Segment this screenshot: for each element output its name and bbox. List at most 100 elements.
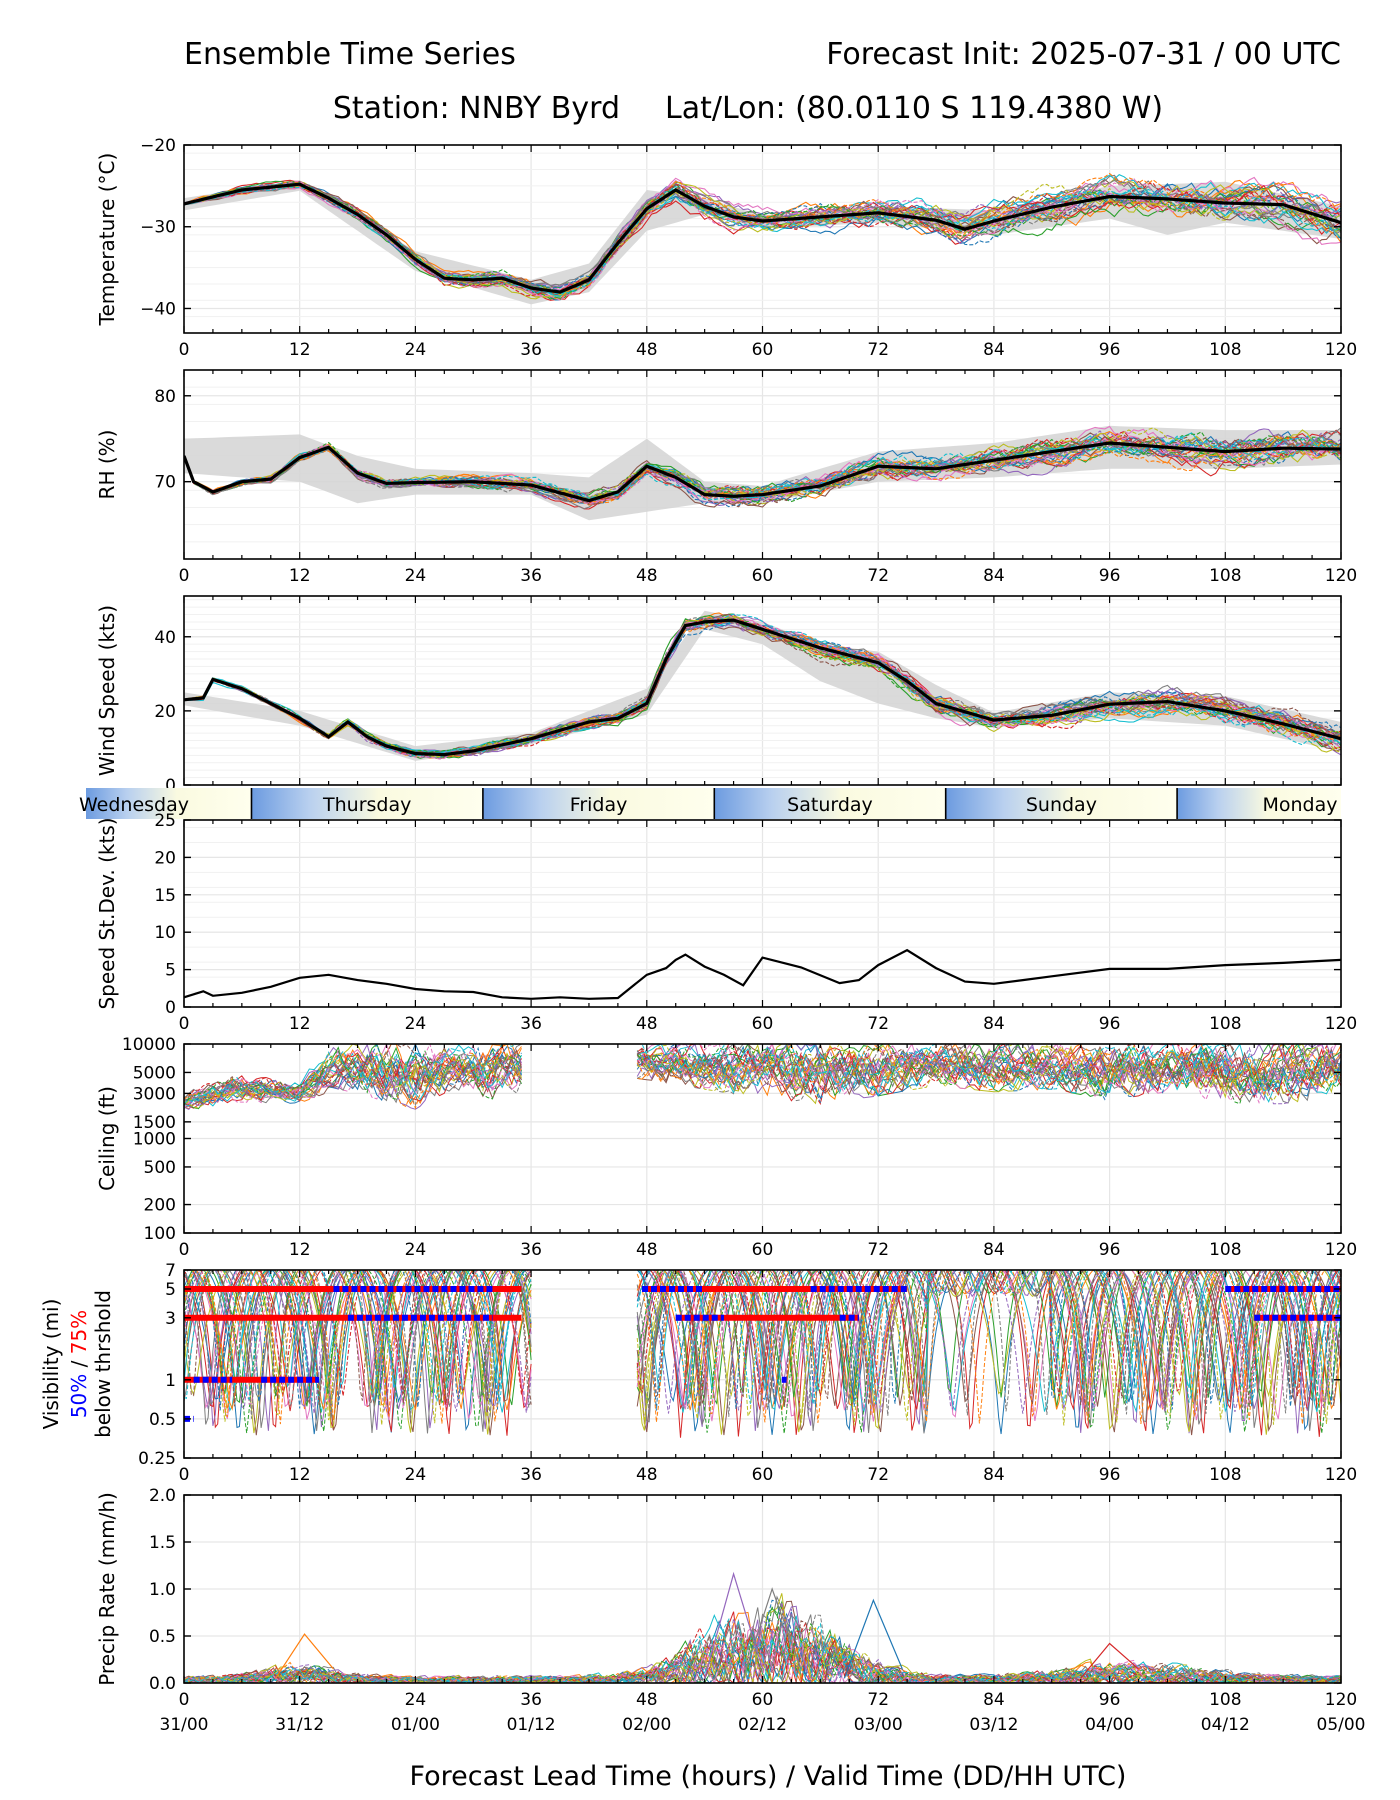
valid-time-label: 05/00: [1317, 1715, 1366, 1735]
y-axis-label: RH (%): [95, 430, 119, 500]
x-tick-label: 0: [179, 1240, 190, 1260]
valid-time-label: 01/00: [391, 1715, 440, 1735]
plot-area: [184, 1571, 1341, 1683]
valid-time-label: 02/00: [622, 1715, 671, 1735]
x-tick-label: 48: [636, 566, 658, 586]
x-tick-label: 84: [983, 1465, 1005, 1485]
ensemble-member-line: [184, 435, 1341, 505]
ceiling-member-line: [184, 1044, 1341, 1106]
visibility-panel: 75 3 1 0.5 0.250 12 24 36 48 60 72 84 96 108 120 Visibi…: [39, 1261, 1357, 1485]
day-segment: [945, 788, 1178, 819]
x-tick-label: 60: [752, 566, 774, 586]
x-tick-label: 60: [752, 1690, 774, 1710]
x-tick-label: 120: [1325, 1240, 1357, 1260]
precip-member-line: [184, 1626, 1341, 1683]
x-tick-label: 120: [1325, 1690, 1357, 1710]
figure-title: Ensemble Time Series: [184, 37, 516, 72]
x-tick-label: 84: [983, 566, 1005, 586]
x-tick-label: 24: [405, 1690, 427, 1710]
y-tick-label: 15: [154, 886, 176, 906]
y-tick-label: 80: [154, 387, 176, 407]
x-tick-label: 24: [405, 1465, 427, 1485]
x-tick-label: 12: [289, 566, 311, 586]
y-tick-label: 1000: [133, 1130, 176, 1150]
day-segment: [251, 788, 483, 819]
visibility-member-line: [184, 1270, 1341, 1434]
day-label-sunday: Sunday: [1026, 794, 1097, 816]
x-tick-label: 96: [1099, 340, 1121, 360]
x-tick-label: 108: [1209, 1240, 1241, 1260]
precip-peak: [742, 1587, 802, 1679]
station-latlon: Lat/Lon: (80.0110 S 119.4380 W): [665, 91, 1163, 126]
day-label-wednesday: Wednesday: [79, 794, 189, 816]
x-tick-label: 48: [636, 1465, 658, 1485]
precip-member-line: [184, 1602, 1341, 1683]
precip-member-line: [184, 1620, 1341, 1683]
x-tick-label: 72: [867, 1465, 889, 1485]
day-label-saturday: Saturday: [787, 794, 873, 816]
x-tick-label: 96: [1099, 1690, 1121, 1710]
y-tick-label: 200: [144, 1196, 176, 1216]
y-tick-label: 0: [165, 776, 176, 796]
precip-member-line: [184, 1617, 1341, 1683]
x-tick-label: 96: [1099, 1240, 1121, 1260]
plot-area: [184, 425, 1341, 521]
x-tick-label: 36: [520, 1240, 542, 1260]
x-tick-label: 72: [867, 1690, 889, 1710]
ceiling-member-line: [184, 1044, 1341, 1109]
x-tick-label: 96: [1099, 1014, 1121, 1034]
y-axis-label: Temperature (°C): [95, 153, 119, 327]
forecast-init: Forecast Init: 2025-07-31 / 00 UTC: [826, 37, 1341, 72]
x-tick-label: 60: [752, 1240, 774, 1260]
valid-time-label: 03/00: [854, 1715, 903, 1735]
x-tick-label: 48: [636, 340, 658, 360]
y-tick-label: 20: [154, 848, 176, 868]
ensemble-member-line: [184, 184, 1341, 291]
ensemble-mean-line: [184, 182, 1341, 294]
ensemble-member-line: [184, 174, 1341, 298]
x-tick-label: 120: [1325, 340, 1357, 360]
x-tick-label: 36: [520, 1690, 542, 1710]
y-tick-label: 70: [154, 473, 176, 493]
day-label-thursday: Thursday: [322, 794, 411, 816]
valid-time-label: 04/00: [1085, 1715, 1134, 1735]
ensemble-member-line: [184, 615, 1341, 757]
day-segment: [1177, 788, 1341, 819]
ensemble-member-line: [184, 430, 1341, 503]
x-tick-label: 36: [520, 1014, 542, 1034]
x-tick-label: 12: [289, 340, 311, 360]
x-tick-label: 96: [1099, 1465, 1121, 1485]
y-tick-label: 2.0: [149, 1486, 176, 1506]
y-tick-label: 0.0: [149, 1674, 176, 1694]
x-tick-label: 108: [1209, 1465, 1241, 1485]
x-tick-label: 0: [179, 1014, 190, 1034]
x-tick-label: 48: [636, 1240, 658, 1260]
y-tick-label: 0.5: [149, 1410, 176, 1430]
y-tick-label: −40: [140, 299, 176, 319]
y-tick-label: 40: [154, 628, 176, 648]
rh-panel: 80 70 0 12 24 36 48 60 72 84 96 108 120 RH (%): [95, 369, 1357, 586]
speed-stdev-panel: 25 20 15 10 5 00 12 24 36 48 60 72 84 96 108 120 Speed S…: [95, 811, 1357, 1034]
y-tick-label: −20: [140, 136, 176, 156]
y-axis-label-sub: below thrshold: [91, 1290, 115, 1438]
x-tick-label: 120: [1325, 1465, 1357, 1485]
valid-time-label: 04/12: [1201, 1715, 1250, 1735]
x-tick-label: 12: [289, 1014, 311, 1034]
y-tick-label: 0: [165, 998, 176, 1018]
precip-peak: [843, 1598, 903, 1679]
y-tick-label: 1.5: [149, 1533, 176, 1553]
precip-panel: 2.0 1.5 1.0 0.5 0.00 12 24 36 48 60 72 84 96 108 120 Pr…: [95, 1486, 1357, 1710]
valid-time-label: 01/12: [507, 1715, 556, 1735]
y-tick-label: 1.0: [149, 1580, 176, 1600]
visibility-member-line: [184, 1270, 1341, 1419]
precip-member-line: [184, 1613, 1341, 1683]
x-tick-label: 48: [636, 1690, 658, 1710]
ceiling-member-line: [184, 1044, 1341, 1107]
day-band: Wednesday Thursday Friday Saturday Sunday Mon…: [79, 788, 1341, 819]
day-segment: [714, 788, 946, 819]
x-tick-label: 96: [1099, 566, 1121, 586]
x-tick-label: 72: [867, 1014, 889, 1034]
y-tick-label: 7: [165, 1261, 176, 1281]
valid-time-label: 02/12: [738, 1715, 787, 1735]
ensemble-member-line: [184, 183, 1341, 290]
